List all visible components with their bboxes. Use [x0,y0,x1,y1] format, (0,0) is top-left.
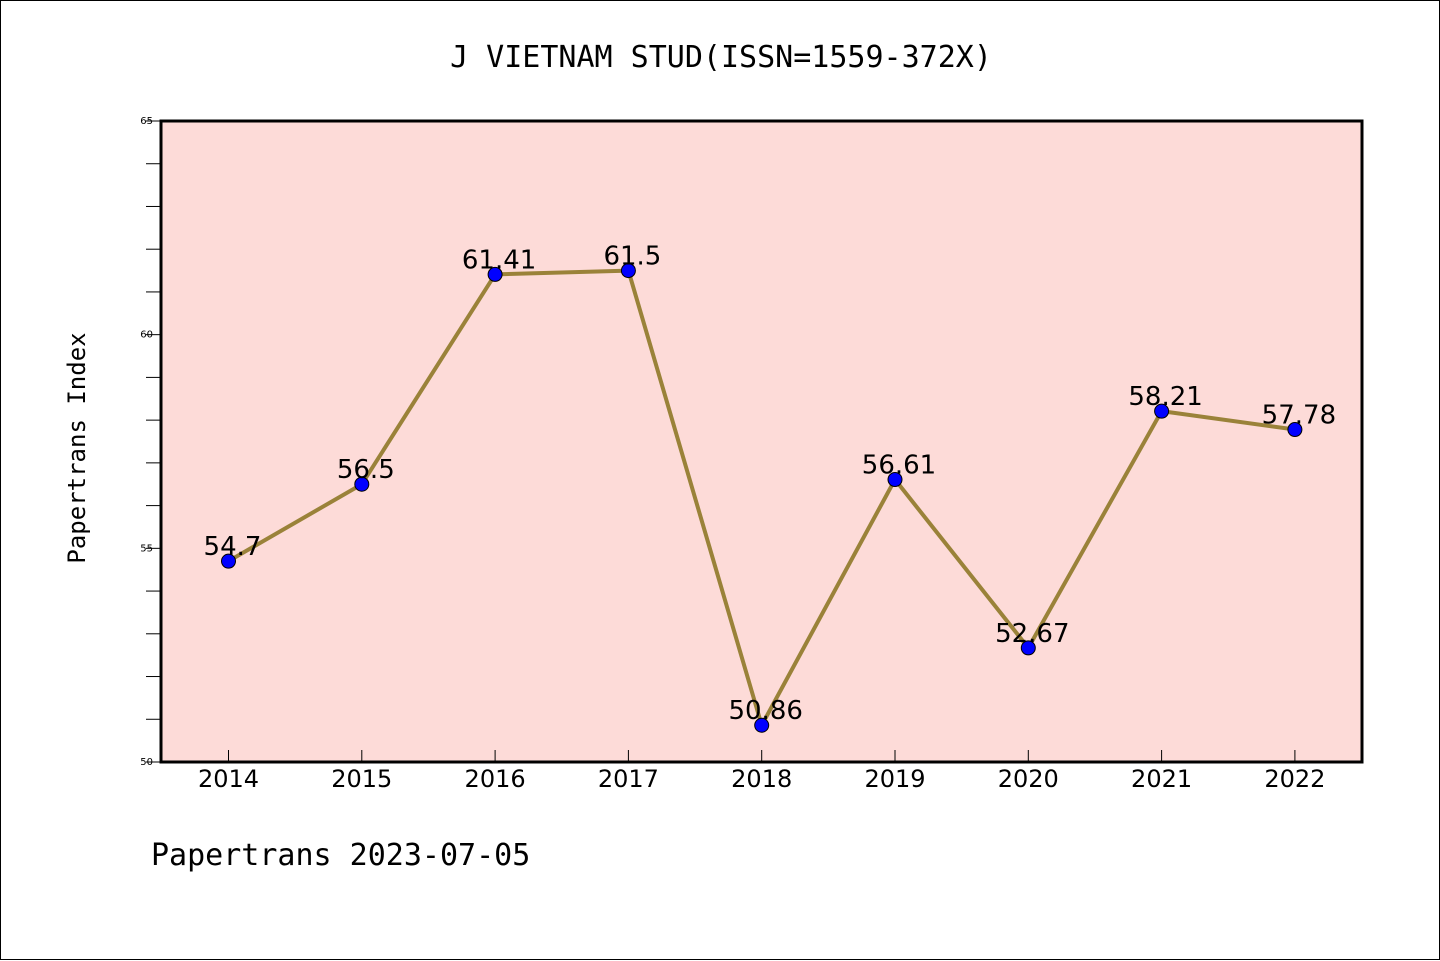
footer-text: Papertrans 2023-07-05 [151,838,530,873]
data-label: 50.86 [728,696,802,726]
data-label: 58.21 [1128,382,1202,412]
x-tick-label: 2018 [731,765,792,793]
x-tick-label: 2019 [864,765,925,793]
data-label: 57.78 [1262,401,1336,431]
y-axis: 50 55 60 65 [140,116,161,768]
plot-area [159,119,1364,764]
chart-title: J VIETNAM STUD(ISSN=1559-372X) [450,40,992,75]
data-point [354,476,370,492]
data-point [221,553,236,569]
y-tick-label: 60 [140,330,153,341]
data-point [1020,640,1036,656]
y-tick-label: 65 [140,116,153,127]
y-axis-label: Papertrans Index [63,332,91,563]
y-tick-label: 55 [140,543,153,554]
y-tick-label: 50 [140,757,153,768]
series-layer: 54.7 56.5 61.41 61.5 50.86 56.61 52.67 58.21 57.… [204,242,1336,733]
data-label: 54.7 [204,532,262,562]
data-label: 56.5 [337,455,395,485]
data-point [754,717,770,733]
data-label: 61.41 [462,245,536,275]
data-point [620,263,636,279]
x-tick-label: 2021 [1131,765,1192,793]
x-tick-label: 2017 [598,765,659,793]
x-tick-label: 2022 [1264,765,1325,793]
data-label: 52.67 [995,619,1069,649]
data-label: 56.61 [862,451,936,481]
data-point [887,472,903,488]
x-tick-label: 2016 [465,765,526,793]
data-point [1287,422,1303,438]
x-tick-label: 2015 [331,765,392,793]
x-tick-label: 2020 [998,765,1059,793]
data-point [487,266,503,282]
data-label: 61.5 [603,242,661,272]
data-point [1154,403,1170,419]
x-axis: 2014 2015 2016 2017 2018 2019 2020 2021 2022 [198,750,1325,793]
x-tick-label: 2014 [198,765,259,793]
